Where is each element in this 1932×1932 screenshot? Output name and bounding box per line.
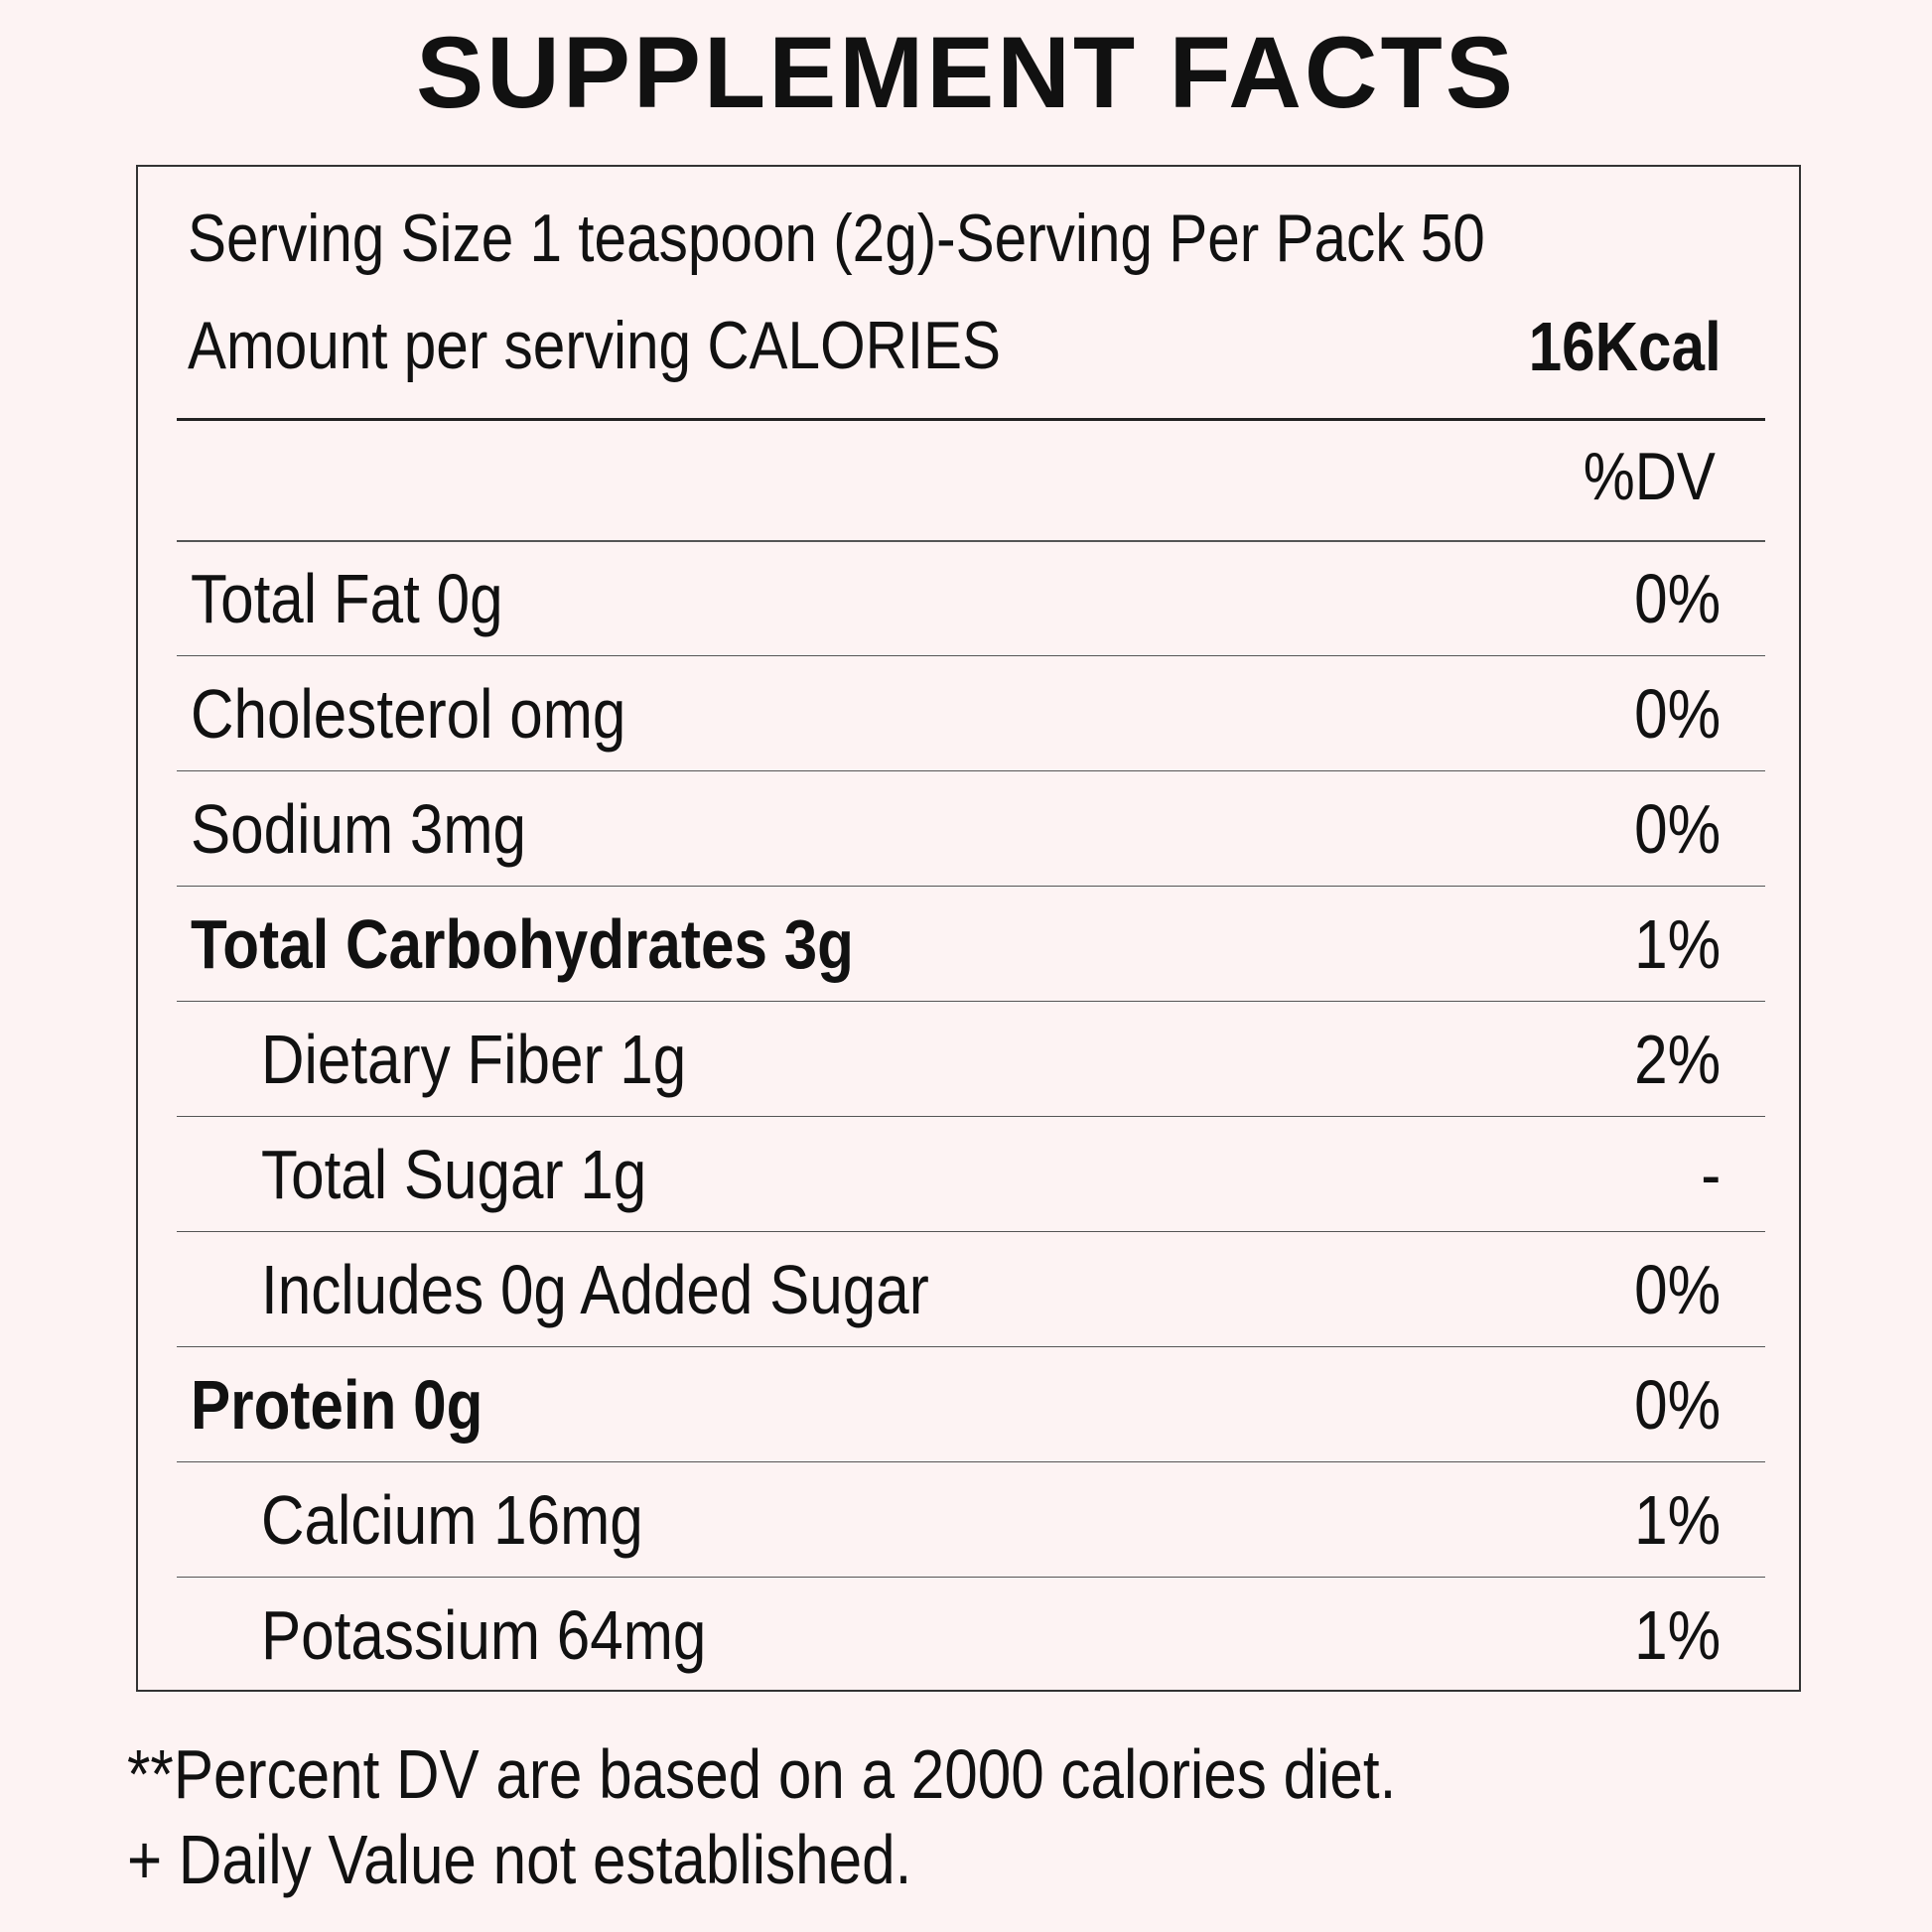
nutrient-dv: 1%	[1633, 1481, 1721, 1559]
nutrient-row-calcium: Calcium 16mg 1%	[177, 1462, 1765, 1578]
nutrient-row-cholesterol: Cholesterol omg 0%	[177, 656, 1765, 771]
nutrient-dv: 1%	[1633, 905, 1721, 983]
serving-size-text: Serving Size 1 teaspoon (2g)-Serving Per…	[188, 201, 1485, 276]
calories-row: Amount per serving CALORIES 16Kcal	[188, 312, 1722, 381]
nutrient-dv: 1%	[1633, 1596, 1721, 1674]
row-divider	[177, 1460, 1765, 1462]
nutrient-name: Total Carbohydrates 3g	[191, 905, 854, 983]
footnote-percent-dv: **Percent DV are based on a 2000 calorie…	[127, 1735, 1397, 1813]
row-divider	[177, 1000, 1765, 1002]
nutrient-name: Total Fat 0g	[191, 560, 503, 637]
nutrient-name: Cholesterol omg	[191, 675, 626, 753]
nutrient-row-potassium: Potassium 64mg 1%	[177, 1578, 1765, 1693]
row-divider	[177, 885, 1765, 887]
nutrient-row-total-carbohydrates: Total Carbohydrates 3g 1%	[177, 887, 1765, 1002]
nutrient-dv: 0%	[1633, 1366, 1721, 1444]
nutrient-name: Protein 0g	[191, 1366, 483, 1444]
nutrient-row-added-sugar: Includes 0g Added Sugar 0%	[177, 1232, 1765, 1347]
nutrient-row-sodium: Sodium 3mg 0%	[177, 771, 1765, 887]
nutrient-dv: 0%	[1633, 1251, 1721, 1328]
nutrient-row-total-fat: Total Fat 0g 0%	[177, 541, 1765, 656]
row-divider	[177, 1115, 1765, 1117]
supplement-facts-panel: Serving Size 1 teaspoon (2g)-Serving Per…	[136, 165, 1801, 1692]
nutrient-name: Dietary Fiber 1g	[261, 1021, 687, 1098]
row-divider	[177, 769, 1765, 771]
header-divider	[177, 540, 1765, 542]
page-title: SUPPLEMENT FACTS	[416, 16, 1516, 129]
calories-label: Amount per serving CALORIES	[188, 308, 1002, 383]
footnote-daily-value: + Daily Value not established.	[127, 1821, 912, 1898]
nutrient-row-total-sugar: Total Sugar 1g -	[177, 1117, 1765, 1232]
nutrient-dv: 2%	[1633, 1021, 1721, 1098]
nutrient-row-protein: Protein 0g 0%	[177, 1347, 1765, 1462]
row-divider	[177, 1230, 1765, 1232]
nutrient-row-dietary-fiber: Dietary Fiber 1g 2%	[177, 1002, 1765, 1117]
nutrient-name: Sodium 3mg	[191, 790, 526, 868]
nutrient-dv: 0%	[1633, 675, 1721, 753]
calories-value: 16Kcal	[1528, 308, 1722, 385]
nutrient-dv: 0%	[1633, 790, 1721, 868]
calories-divider	[177, 418, 1765, 421]
dv-column-header: %DV	[1583, 439, 1716, 514]
row-divider	[177, 1345, 1765, 1347]
nutrient-name: Potassium 64mg	[261, 1596, 707, 1674]
row-divider	[177, 654, 1765, 656]
nutrient-dv: 0%	[1633, 560, 1721, 637]
nutrient-dv: -	[1700, 1136, 1721, 1213]
nutrient-name: Includes 0g Added Sugar	[261, 1251, 929, 1328]
nutrient-name: Total Sugar 1g	[261, 1136, 647, 1213]
nutrient-name: Calcium 16mg	[261, 1481, 643, 1559]
row-divider	[177, 1576, 1765, 1578]
